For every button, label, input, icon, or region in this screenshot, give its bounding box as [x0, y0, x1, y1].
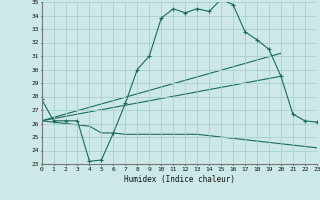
- X-axis label: Humidex (Indice chaleur): Humidex (Indice chaleur): [124, 175, 235, 184]
